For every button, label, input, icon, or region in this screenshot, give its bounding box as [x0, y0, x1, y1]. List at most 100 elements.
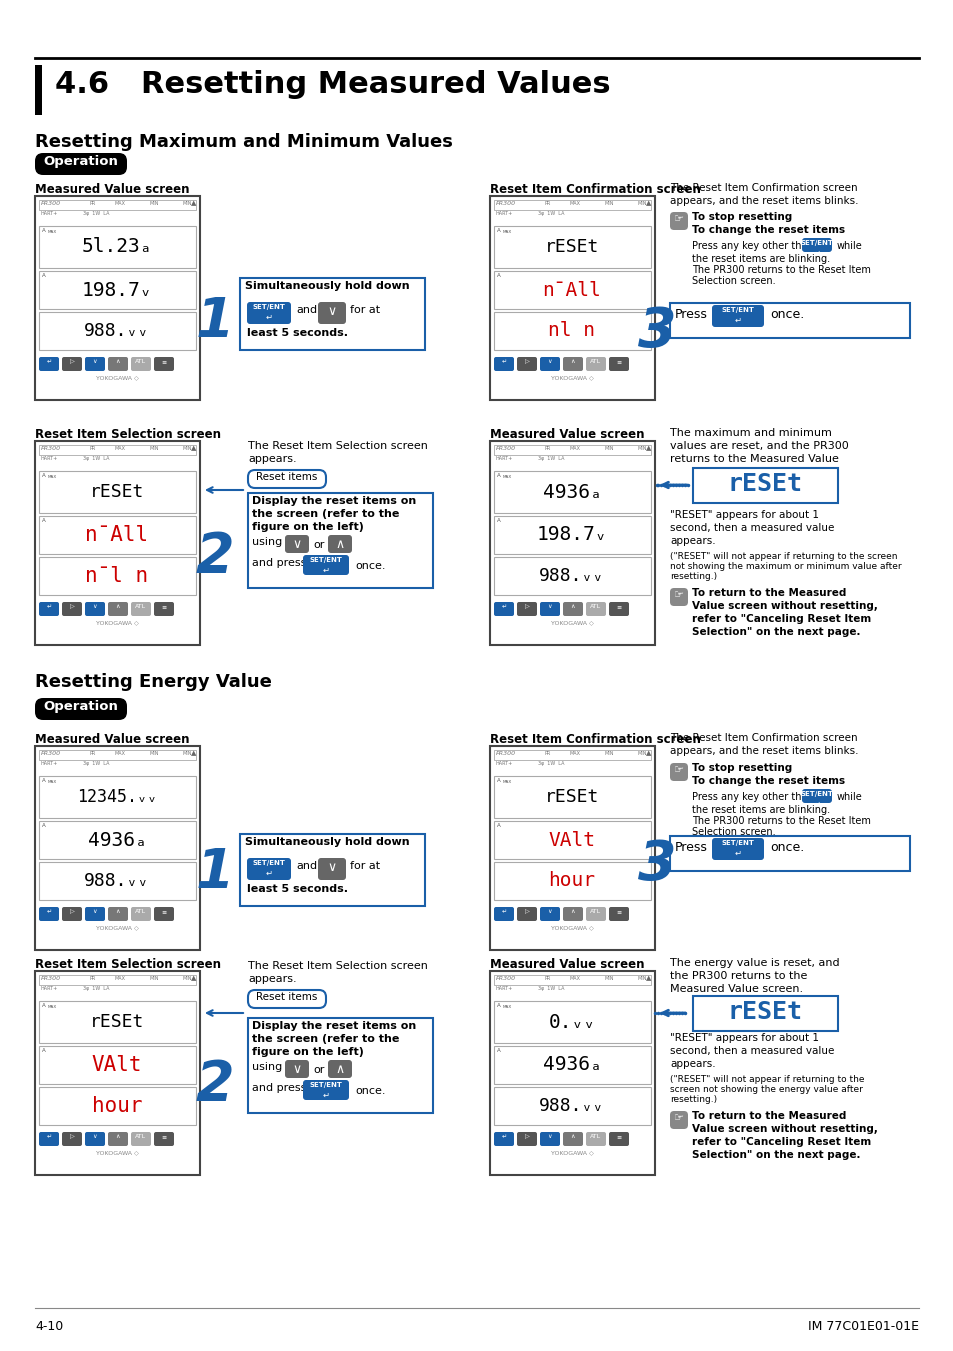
FancyBboxPatch shape [608, 603, 628, 616]
Text: once.: once. [355, 561, 385, 571]
Text: The Reset Item Selection screen: The Reset Item Selection screen [248, 440, 428, 451]
FancyBboxPatch shape [585, 1132, 605, 1146]
Text: 4936ₐ: 4936ₐ [88, 831, 146, 850]
Text: ∨: ∨ [92, 604, 97, 609]
FancyBboxPatch shape [585, 357, 605, 372]
Text: MAX: MAX [569, 446, 580, 451]
FancyBboxPatch shape [39, 1132, 59, 1146]
Text: once.: once. [769, 842, 803, 854]
Text: A: A [497, 1048, 500, 1052]
Text: MIN: MIN [604, 201, 614, 205]
Text: MAX: MAX [569, 201, 580, 205]
Text: ∨: ∨ [293, 1063, 301, 1075]
Text: The PR300 returns to the Reset Item: The PR300 returns to the Reset Item [691, 265, 870, 276]
Text: YOKOGAWA ◇: YOKOGAWA ◇ [95, 620, 138, 626]
Text: YOKOGAWA ◇: YOKOGAWA ◇ [550, 925, 593, 929]
Text: ATL: ATL [590, 359, 601, 363]
Text: ≡: ≡ [616, 1133, 621, 1139]
FancyBboxPatch shape [35, 196, 200, 400]
Text: HART+: HART+ [496, 211, 513, 216]
Text: MAX: MAX [115, 201, 126, 205]
FancyBboxPatch shape [711, 305, 763, 327]
Text: PR300: PR300 [496, 975, 516, 981]
Text: PR: PR [544, 446, 551, 451]
Text: MAX: MAX [48, 230, 57, 234]
Text: rESEt: rESEt [727, 471, 801, 496]
Text: ("RESET" will not appear if returning to the screen: ("RESET" will not appear if returning to… [669, 553, 897, 561]
Text: ATL: ATL [590, 909, 601, 915]
Text: A: A [42, 273, 46, 278]
FancyBboxPatch shape [247, 303, 291, 324]
FancyBboxPatch shape [285, 1061, 309, 1078]
Text: PR: PR [90, 975, 96, 981]
Text: SET/ENT: SET/ENT [720, 307, 754, 313]
Text: HART+: HART+ [496, 457, 513, 461]
FancyBboxPatch shape [285, 535, 309, 553]
Text: ∨: ∨ [547, 1133, 552, 1139]
Text: the reset items are blinking.: the reset items are blinking. [691, 254, 829, 263]
Text: MAX: MAX [48, 780, 57, 784]
Text: ▷: ▷ [70, 359, 74, 363]
Text: using: using [252, 1062, 282, 1071]
Text: Reset items: Reset items [256, 471, 317, 482]
Text: or: or [313, 540, 324, 550]
FancyBboxPatch shape [39, 975, 195, 985]
Text: ↵: ↵ [47, 359, 51, 363]
Text: screen not showing the energy value after: screen not showing the energy value afte… [669, 1085, 862, 1094]
FancyBboxPatch shape [669, 588, 687, 607]
Text: 1: 1 [195, 295, 234, 349]
Text: ↵: ↵ [322, 1092, 329, 1100]
Text: MAX: MAX [115, 446, 126, 451]
Text: ▲: ▲ [645, 750, 650, 757]
Text: ∨: ∨ [92, 1133, 97, 1139]
Text: ↵: ↵ [501, 359, 506, 363]
Text: MAX: MAX [502, 780, 512, 784]
Text: second, then a measured value: second, then a measured value [669, 1046, 834, 1056]
FancyBboxPatch shape [39, 444, 195, 455]
FancyBboxPatch shape [490, 440, 655, 644]
Text: nl n: nl n [548, 322, 595, 340]
Text: A: A [497, 228, 500, 232]
Text: The PR300 returns to the Reset Item: The PR300 returns to the Reset Item [691, 816, 870, 825]
FancyBboxPatch shape [39, 557, 195, 594]
Text: Measured Value screen.: Measured Value screen. [669, 984, 802, 994]
Text: ∧: ∧ [335, 1063, 344, 1075]
Text: figure on the left): figure on the left) [252, 1047, 363, 1056]
Text: ≡: ≡ [616, 604, 621, 609]
Text: 3φ  1W  LA: 3φ 1W LA [537, 211, 564, 216]
FancyBboxPatch shape [562, 603, 582, 616]
Text: To stop resetting: To stop resetting [691, 763, 791, 773]
Text: ATL: ATL [135, 359, 147, 363]
Text: ▷: ▷ [524, 359, 529, 363]
FancyBboxPatch shape [494, 557, 650, 594]
FancyBboxPatch shape [85, 603, 105, 616]
Text: PR300: PR300 [496, 201, 516, 205]
FancyBboxPatch shape [562, 907, 582, 921]
Text: MIN: MIN [150, 975, 159, 981]
Text: ↵: ↵ [47, 604, 51, 609]
FancyBboxPatch shape [35, 65, 42, 115]
Text: SET/ENT: SET/ENT [800, 790, 833, 797]
Text: ▷: ▷ [524, 909, 529, 915]
Text: PR300: PR300 [41, 751, 61, 757]
Text: VАlt: VАlt [548, 831, 595, 850]
Text: ↵: ↵ [734, 316, 740, 326]
Text: 4.6   Resetting Measured Values: 4.6 Resetting Measured Values [55, 70, 610, 99]
Text: appears, and the reset items blinks.: appears, and the reset items blinks. [669, 746, 858, 757]
Text: Press: Press [675, 842, 707, 854]
Text: 4-10: 4-10 [35, 1320, 63, 1333]
Text: SET/ENT: SET/ENT [800, 240, 833, 246]
Text: MIN: MIN [604, 975, 614, 981]
FancyBboxPatch shape [562, 357, 582, 372]
Text: YOKOGAWA ◇: YOKOGAWA ◇ [550, 620, 593, 626]
Text: Press: Press [675, 308, 707, 322]
Text: PR300: PR300 [496, 446, 516, 451]
FancyBboxPatch shape [108, 907, 128, 921]
Text: YOKOGAWA ◇: YOKOGAWA ◇ [95, 925, 138, 929]
Text: Selection screen.: Selection screen. [691, 276, 775, 286]
Text: rESEt: rESEt [90, 1013, 144, 1031]
Text: HART+: HART+ [496, 986, 513, 992]
FancyBboxPatch shape [39, 907, 59, 921]
Text: ▲: ▲ [191, 444, 195, 451]
Text: ∧: ∧ [115, 1133, 120, 1139]
